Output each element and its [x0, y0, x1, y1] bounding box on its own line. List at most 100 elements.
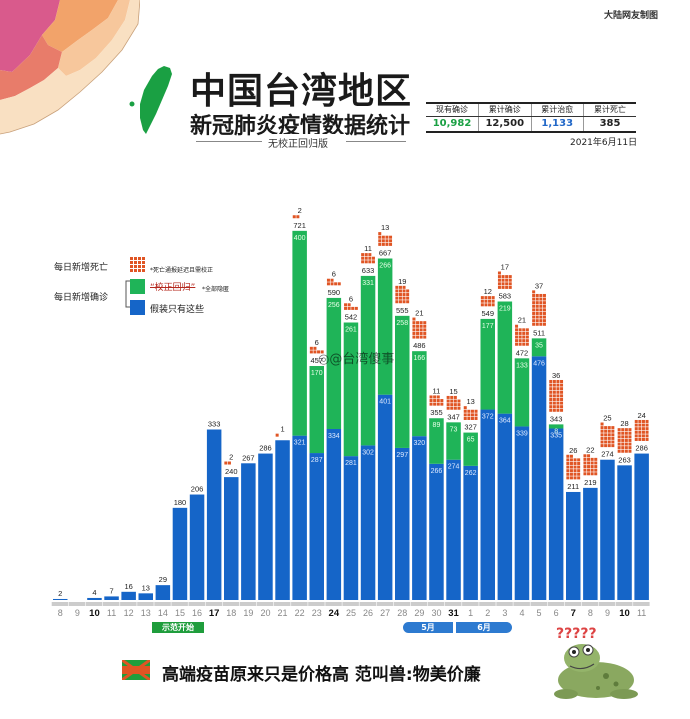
death-square: [634, 427, 638, 431]
death-count-label: 13: [381, 223, 389, 232]
death-square: [535, 315, 539, 319]
death-square: [560, 390, 564, 394]
death-count-label: 13: [466, 397, 474, 406]
death-square: [628, 438, 632, 442]
x-tick-label: 1: [468, 608, 473, 618]
legend-pretend-label: 假装只有这些: [150, 305, 205, 315]
death-square: [446, 395, 450, 399]
death-square: [549, 390, 553, 394]
x-tick-label: 5: [537, 608, 542, 618]
legend-deaths-swatch: [130, 257, 145, 272]
death-square: [542, 319, 546, 323]
x-tick-label: 11: [107, 608, 116, 618]
legend-struck-text: “校正回归”: [150, 283, 196, 293]
death-square: [474, 416, 478, 420]
death-square: [573, 472, 577, 476]
death-square: [446, 403, 450, 407]
death-square: [539, 319, 543, 323]
death-square: [539, 311, 543, 315]
death-square: [497, 278, 501, 282]
death-square: [309, 350, 313, 354]
death-square: [398, 300, 402, 304]
bar-blue: [292, 435, 307, 600]
death-square: [406, 296, 410, 300]
death-square: [587, 461, 591, 465]
death-square: [577, 472, 581, 476]
death-square: [542, 297, 546, 301]
death-square: [398, 293, 402, 297]
blue-value-label: 334: [328, 433, 340, 440]
x-tick-label: 14: [158, 608, 168, 618]
death-square: [638, 419, 642, 423]
death-square: [590, 461, 594, 465]
death-square: [313, 350, 317, 354]
bar-blue: [446, 459, 461, 600]
death-square: [611, 426, 615, 430]
axis-segment: [547, 602, 565, 606]
death-square: [491, 303, 495, 307]
death-square: [450, 395, 454, 399]
death-square: [292, 215, 296, 219]
death-square: [607, 433, 611, 437]
total-value-label: 7: [109, 586, 113, 595]
axis-segment: [513, 602, 530, 606]
death-square: [347, 306, 351, 310]
death-square: [515, 324, 519, 328]
axis-segment: [188, 602, 205, 606]
bar-blue: [395, 447, 410, 600]
death-square: [621, 428, 625, 432]
axis-segment: [85, 602, 103, 606]
death-square: [560, 394, 564, 398]
report-date: 2021年6月11日: [570, 138, 638, 148]
death-square: [569, 454, 573, 458]
total-value-label: 267: [242, 453, 255, 462]
x-tick-label: 27: [380, 608, 390, 618]
death-square: [604, 436, 608, 440]
x-tick-label: 10: [619, 608, 630, 619]
total-value-label: 347: [447, 412, 460, 421]
death-square: [402, 285, 406, 289]
death-square: [552, 394, 556, 398]
death-square: [638, 427, 642, 431]
x-tick-label: 9: [75, 608, 80, 618]
death-square: [590, 468, 594, 472]
death-count-label: 19: [398, 277, 406, 286]
x-tick-label: 16: [192, 608, 202, 618]
death-square: [552, 379, 556, 383]
death-square: [484, 296, 488, 300]
bar-blue: [463, 465, 478, 600]
death-square: [611, 436, 615, 440]
death-square: [436, 395, 440, 399]
blue-value-label: 320: [414, 440, 426, 447]
death-square: [542, 304, 546, 308]
x-tick-label: 2: [485, 608, 490, 618]
death-square: [641, 427, 645, 431]
x-tick-label: 18: [226, 608, 236, 618]
death-square: [539, 315, 543, 319]
death-square: [624, 442, 628, 446]
death-square: [587, 454, 591, 458]
total-value-label: 327: [464, 423, 477, 432]
death-square: [423, 324, 427, 328]
x-tick-label: 28: [397, 608, 407, 618]
death-square: [552, 383, 556, 387]
death-count-label: 6: [315, 338, 319, 347]
death-square: [419, 324, 423, 328]
death-count-label: 2: [229, 453, 233, 462]
total-value-label: 274: [601, 450, 614, 459]
death-square: [525, 335, 529, 339]
death-square: [556, 408, 560, 412]
death-square: [641, 434, 645, 438]
death-square: [634, 430, 638, 434]
death-square: [389, 242, 393, 246]
x-tick-label: 8: [588, 608, 593, 618]
death-square: [634, 434, 638, 438]
death-square: [497, 275, 501, 279]
death-square: [309, 346, 313, 350]
axis-segment: [51, 602, 69, 606]
death-square: [641, 437, 645, 441]
death-square: [508, 275, 512, 279]
death-square: [429, 402, 433, 406]
axis-segment: [445, 602, 462, 606]
bar-blue: [189, 494, 205, 600]
